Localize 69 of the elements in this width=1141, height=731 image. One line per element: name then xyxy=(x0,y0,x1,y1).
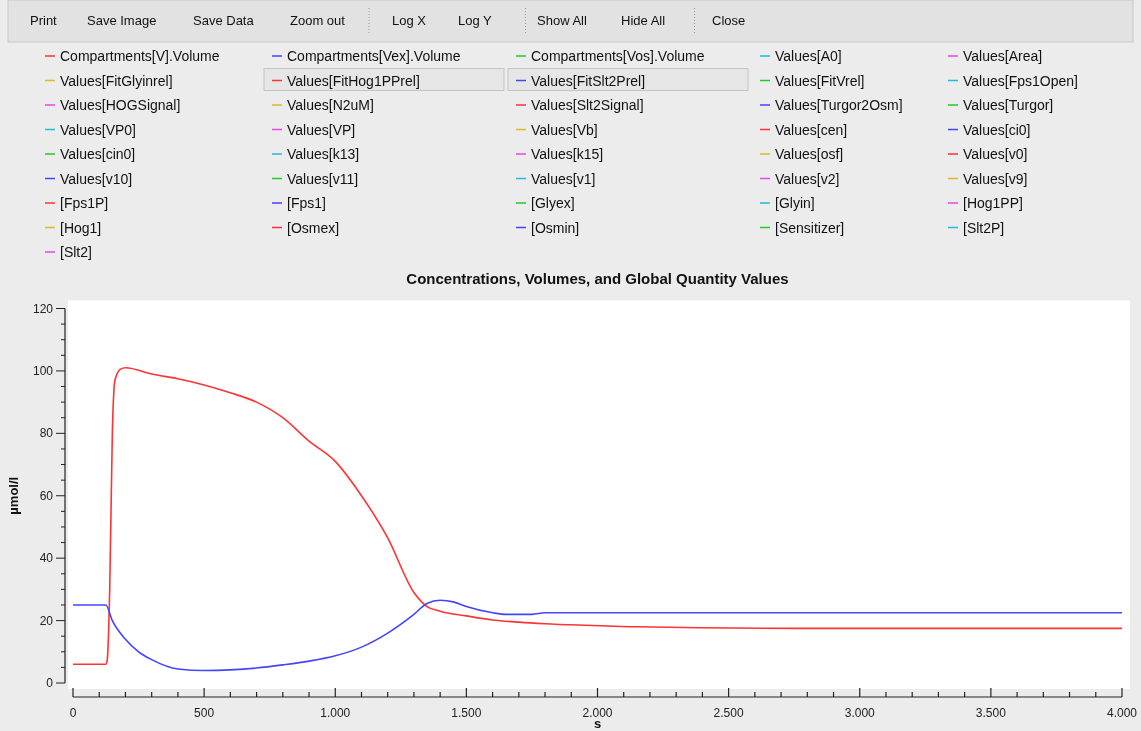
legend-label: Values[cin0] xyxy=(60,146,136,162)
text: Save Image xyxy=(87,13,157,28)
legend-label: [Glyin] xyxy=(775,195,815,211)
legend-label: [Hog1PP] xyxy=(963,195,1023,211)
legend-label: Values[FitGlyinrel] xyxy=(60,72,173,89)
legend-label: [Osmex] xyxy=(287,219,340,236)
legend-label: Values[FitSlt2Prel] xyxy=(531,72,646,89)
legend-label: Values[N2uM] xyxy=(287,97,374,113)
text: Log Y xyxy=(458,13,493,28)
x-tick-label: 0 xyxy=(69,706,77,720)
line-series xyxy=(72,367,1123,666)
y-tick-label: 40 xyxy=(39,551,54,566)
legend-label: Values[Slt2Signal] xyxy=(531,97,644,113)
legend-label: [Glyex] xyxy=(531,195,575,211)
text: Close xyxy=(712,13,746,28)
legend-label: [Osmin] xyxy=(531,219,580,236)
text: Save Data xyxy=(193,13,255,28)
legend-label: Values[FitHog1PPrel] xyxy=(287,72,420,89)
legend-label: Values[osf] xyxy=(775,146,844,162)
legend-label: Values[VP] xyxy=(287,121,356,138)
x-tick-label: 3.000 xyxy=(844,706,876,720)
legend-label: Values[FitVrel] xyxy=(775,72,865,89)
legend-label: Compartments[Vos].Volume xyxy=(531,48,705,64)
x-tick-label: 2.500 xyxy=(713,706,744,720)
y-tick-label: 60 xyxy=(39,488,54,503)
x-tick-label: 4.000 xyxy=(1106,706,1138,720)
chart-title: Concentrations, Volumes, and Global Quantity Values xyxy=(406,269,789,287)
legend-label: Values[HOGSignal] xyxy=(60,97,181,113)
legend-label: Values[Turgor] xyxy=(963,97,1054,113)
x-tick-label: 1.500 xyxy=(451,706,482,720)
legend-label: Compartments[V].Volume xyxy=(60,48,220,64)
legend-label: Values[VP0] xyxy=(60,121,137,138)
legend-label: Compartments[Vex].Volume xyxy=(287,48,461,64)
legend-label: Values[k15] xyxy=(531,146,604,162)
legend-label: Values[v10] xyxy=(60,170,133,187)
y-tick-label: 100 xyxy=(32,363,54,378)
line-series xyxy=(72,599,1123,672)
text: Show All xyxy=(537,13,587,28)
text: Zoom out xyxy=(290,13,346,28)
legend-label: Values[cen] xyxy=(775,121,848,138)
legend-label: [Fps1] xyxy=(287,195,326,211)
x-tick-label: 500 xyxy=(194,706,215,720)
legend-label: [Fps1P] xyxy=(60,195,109,211)
legend-label: Values[v11] xyxy=(287,170,359,187)
text: Hide All xyxy=(621,13,666,28)
y-tick-label: 0 xyxy=(46,676,54,690)
legend-label: Values[Turgor2Osm] xyxy=(775,97,903,113)
y-tick-label: 80 xyxy=(39,426,54,441)
x-tick-label: 1.000 xyxy=(320,706,351,720)
legend-label: Values[v0] xyxy=(963,146,1028,162)
text: Print xyxy=(30,13,58,28)
legend-label: [Slt2] xyxy=(60,244,92,260)
legend-label: Values[Fps1Open] xyxy=(963,72,1078,89)
legend-label: Values[k13] xyxy=(287,146,360,162)
legend-label: Values[Vb] xyxy=(531,121,598,138)
legend-label: Values[v2] xyxy=(775,170,840,187)
text: Log X xyxy=(392,13,427,28)
y-tick-label: 120 xyxy=(32,301,54,316)
legend-label: [Hog1] xyxy=(60,219,102,236)
legend-label: Values[A0] xyxy=(775,48,842,64)
y-tick-label: 20 xyxy=(39,613,54,628)
legend-label: Values[Area] xyxy=(963,48,1043,64)
legend-label: [Sensitizer] xyxy=(775,219,845,236)
legend-label: Values[v1] xyxy=(531,170,596,187)
x-tick-label: 3.500 xyxy=(975,706,1007,720)
legend-label: Values[ci0] xyxy=(963,121,1031,138)
legend-label: Values[v9] xyxy=(963,170,1028,187)
y-axis-title: µmol/l xyxy=(6,476,21,515)
legend-label: [Slt2P] xyxy=(963,219,1005,236)
